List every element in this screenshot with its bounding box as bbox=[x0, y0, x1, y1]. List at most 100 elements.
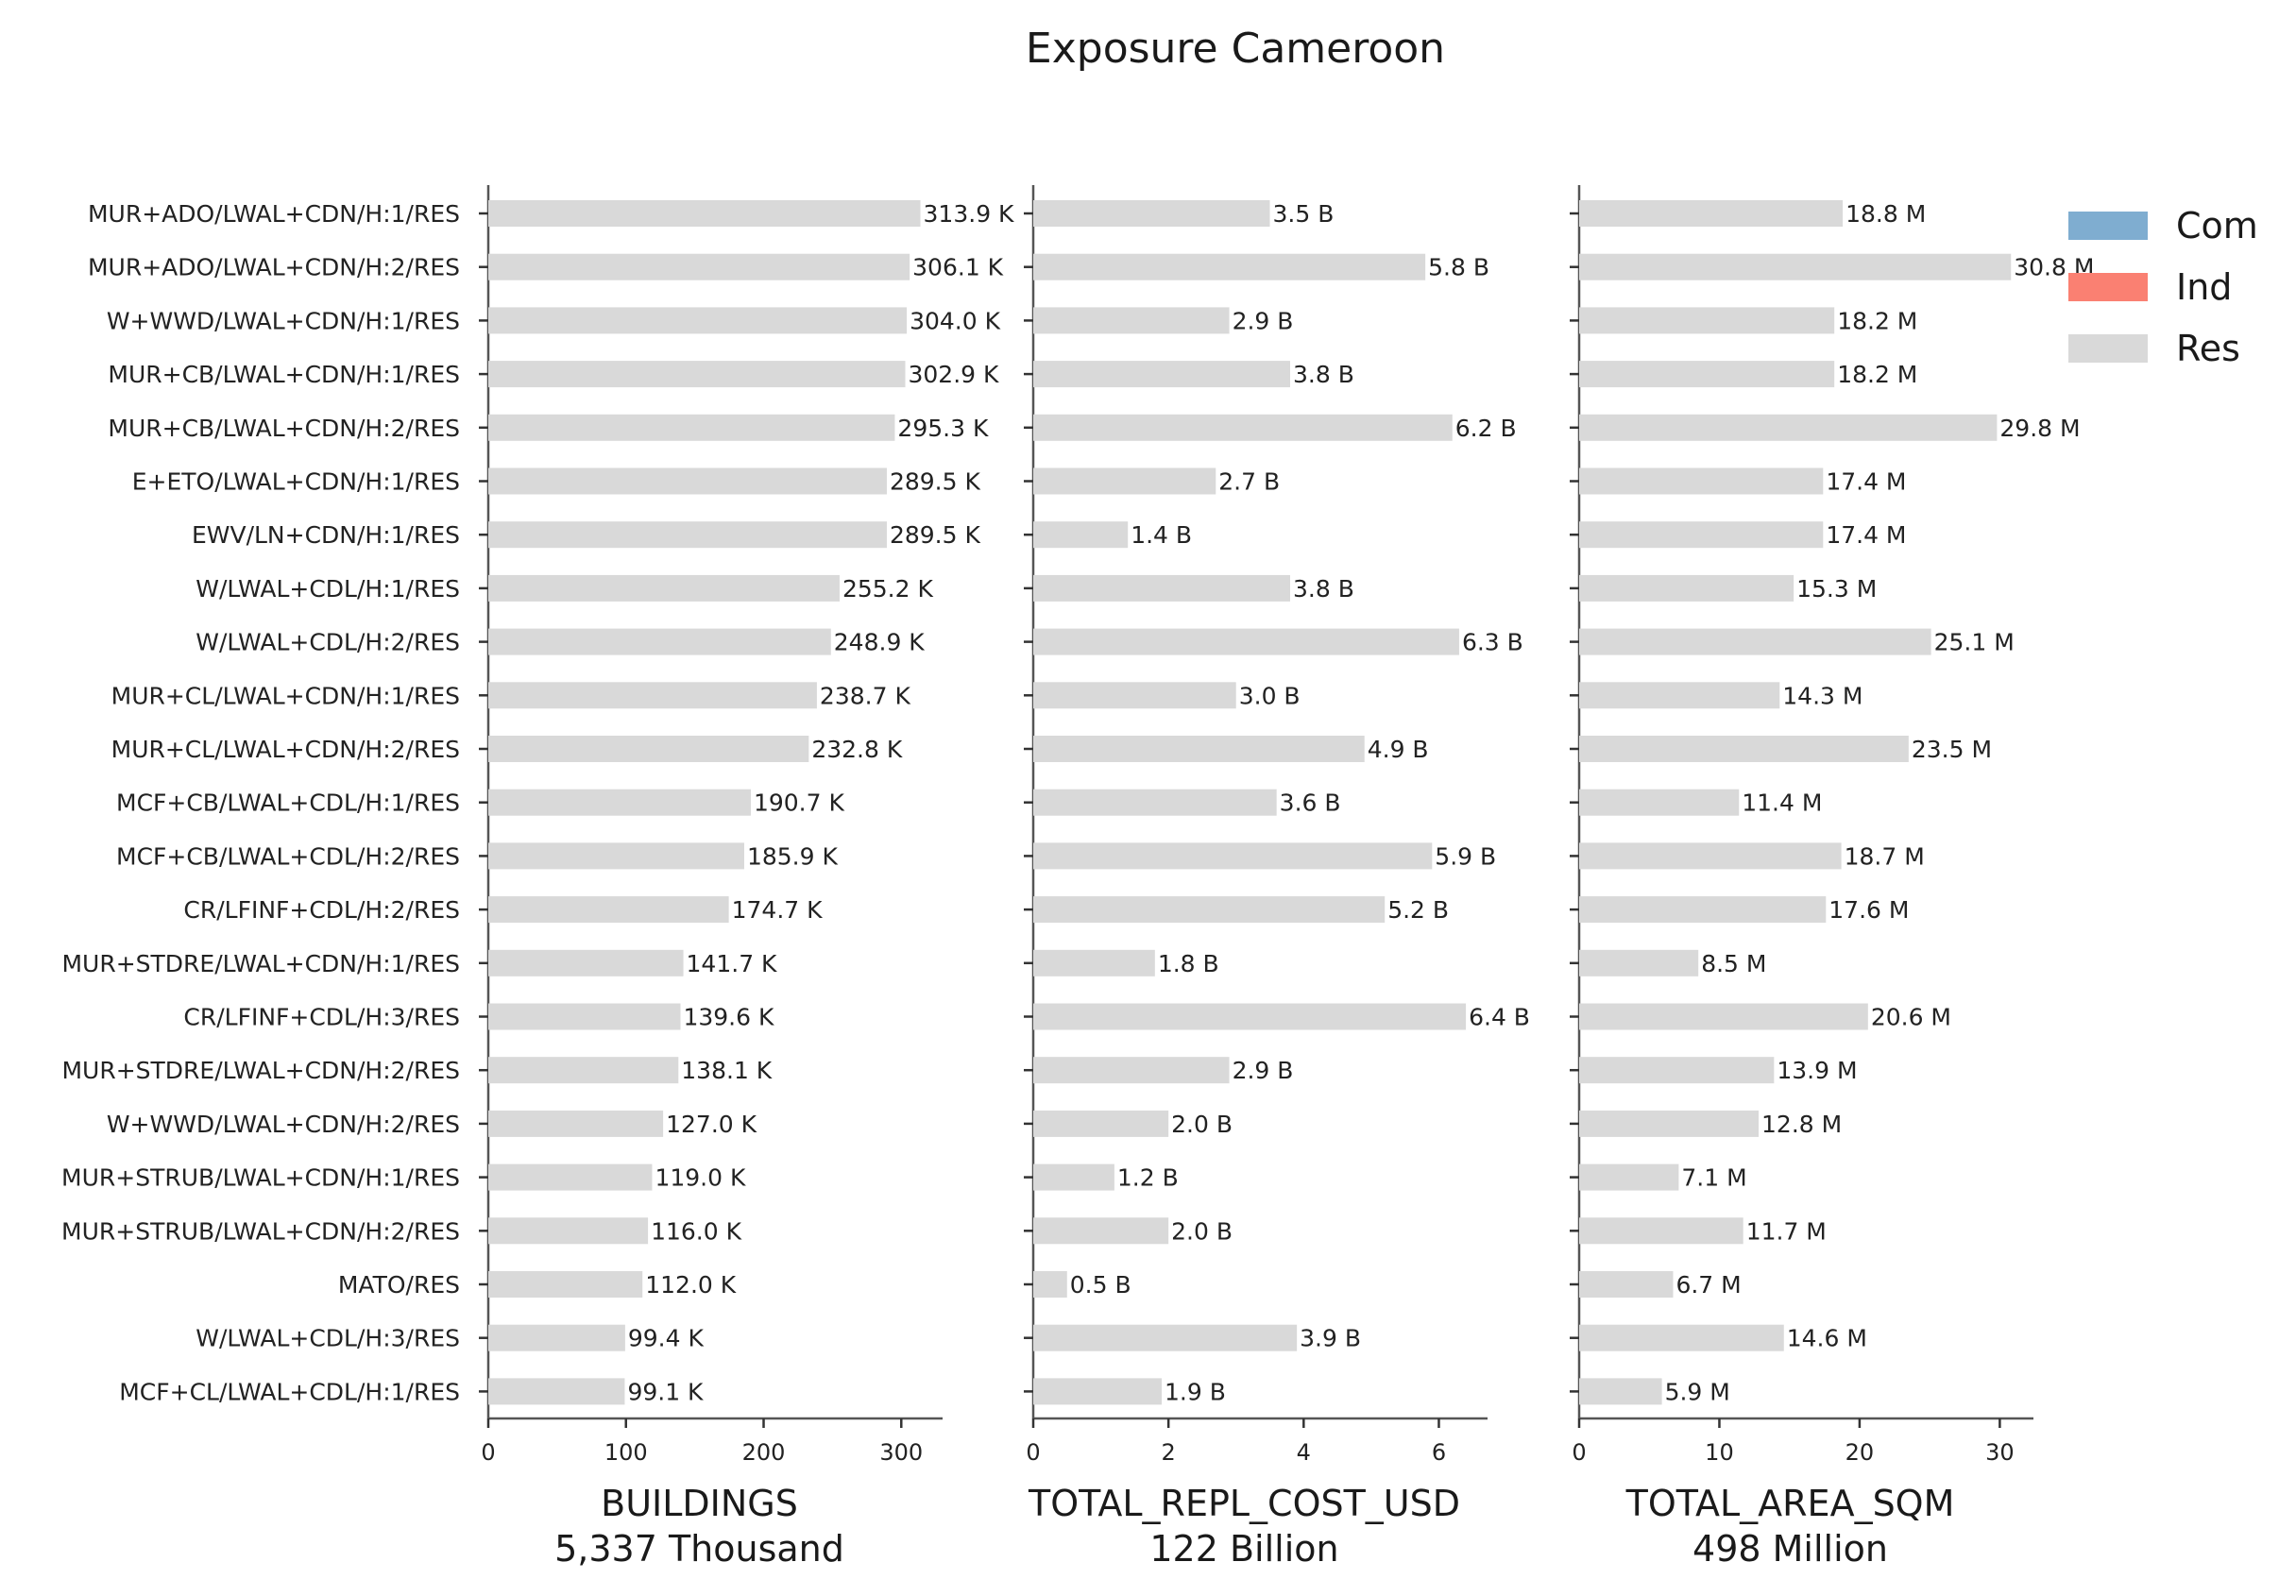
value-label: 116.0 K bbox=[651, 1217, 742, 1245]
value-label: 25.1 M bbox=[1934, 629, 2015, 656]
x-axis-label: TOTAL_AREA_SQM bbox=[1625, 1483, 1955, 1524]
bar-total-repl-cost-usd-mur-cl-lwal-cdn-h-2-res bbox=[1033, 736, 1365, 762]
chart-panels: 313.9 K 306.1 K 304.0 K 302.9 K 295.3 K 289.5… bbox=[479, 185, 2094, 1570]
category-label-mato-res: MATO/RES bbox=[338, 1271, 460, 1299]
value-label: 1.4 B bbox=[1131, 521, 1192, 549]
bar-total-area-sqm-mur-cl-lwal-cdn-h-1-res bbox=[1579, 682, 1780, 709]
bar-total-area-sqm-w-wwd-lwal-cdn-h-2-res bbox=[1579, 1110, 1760, 1137]
bar-total-repl-cost-usd-mur-ado-lwal-cdn-h-2-res bbox=[1033, 253, 1426, 280]
value-label: 5.9 B bbox=[1435, 842, 1496, 870]
value-label: 289.5 K bbox=[890, 521, 981, 549]
bar-buildings-cr-lfinf-cdl-h-2-res bbox=[488, 896, 729, 924]
value-label: 12.8 M bbox=[1761, 1111, 1842, 1138]
bar-total-area-sqm-mur-ado-lwal-cdn-h-1-res bbox=[1579, 200, 1844, 227]
category-label-e-eto-lwal-cdn-h-1-res: E+ETO/LWAL+CDN/H:1/RES bbox=[132, 468, 460, 496]
category-label-cr-lfinf-cdl-h-2-res: CR/LFINF+CDL/H:2/RES bbox=[183, 896, 460, 924]
value-label: 5.8 B bbox=[1428, 254, 1489, 281]
value-label: 99.4 K bbox=[628, 1325, 705, 1352]
x-tick-label: 6 bbox=[1432, 1439, 1446, 1466]
value-label: 11.4 M bbox=[1742, 790, 1822, 817]
bar-total-repl-cost-usd-mcf-cb-lwal-cdl-h-2-res bbox=[1033, 842, 1433, 870]
category-label-w-lwal-cdl-h-2-res: W/LWAL+CDL/H:2/RES bbox=[196, 629, 460, 656]
value-label: 3.8 B bbox=[1293, 361, 1354, 388]
legend-swatch-res bbox=[2068, 334, 2148, 363]
bar-total-area-sqm-w-lwal-cdl-h-1-res bbox=[1579, 574, 1794, 602]
bar-buildings-w-lwal-cdl-h-1-res bbox=[488, 574, 840, 602]
value-label: 6.2 B bbox=[1455, 415, 1517, 442]
value-label: 2.7 B bbox=[1218, 468, 1280, 496]
x-tick-label: 0 bbox=[481, 1439, 495, 1466]
bar-buildings-mato-res bbox=[488, 1271, 643, 1298]
bar-buildings-w-lwal-cdl-h-2-res bbox=[488, 628, 831, 655]
bar-total-repl-cost-usd-mcf-cb-lwal-cdl-h-1-res bbox=[1033, 789, 1277, 816]
x-tick-label: 300 bbox=[879, 1439, 923, 1466]
value-label: 289.5 K bbox=[890, 468, 981, 496]
value-label: 13.9 M bbox=[1777, 1057, 1857, 1084]
category-label-mur-cb-lwal-cdn-h-2-res: MUR+CB/LWAL+CDN/H:2/RES bbox=[108, 415, 460, 442]
value-label: 3.9 B bbox=[1300, 1325, 1361, 1352]
value-label: 29.8 M bbox=[1999, 415, 2080, 442]
value-label: 119.0 K bbox=[655, 1164, 746, 1192]
category-label-mur-ado-lwal-cdn-h-1-res: MUR+ADO/LWAL+CDN/H:1/RES bbox=[88, 200, 460, 228]
panel-total-repl-cost-usd: 3.5 B 5.8 B 2.9 B 3.8 B 6.2 B 2.7 B 1.4 B 3.8 B… bbox=[1024, 185, 1530, 1570]
bar-total-repl-cost-usd-e-eto-lwal-cdn-h-1-res bbox=[1033, 467, 1216, 495]
bar-total-area-sqm-mcf-cb-lwal-cdl-h-1-res bbox=[1579, 789, 1740, 816]
bar-total-area-sqm-w-lwal-cdl-h-2-res bbox=[1579, 628, 1931, 655]
value-label: 141.7 K bbox=[687, 950, 778, 977]
category-labels: MUR+ADO/LWAL+CDN/H:1/RES MUR+ADO/LWAL+CDN… bbox=[61, 200, 460, 1405]
bar-total-repl-cost-usd-cr-lfinf-cdl-h-2-res bbox=[1033, 896, 1386, 924]
bar-total-area-sqm-mur-stdre-lwal-cdn-h-2-res bbox=[1579, 1057, 1775, 1084]
panel-total: 498 Million bbox=[1692, 1528, 1888, 1570]
value-label: 7.1 M bbox=[1681, 1164, 1746, 1192]
category-label-ewv-ln-cdn-h-1-res: EWV/LN+CDN/H:1/RES bbox=[192, 521, 460, 549]
bar-total-area-sqm-w-lwal-cdl-h-3-res bbox=[1579, 1324, 1784, 1351]
value-label: 2.0 B bbox=[1171, 1111, 1233, 1138]
x-tick-label: 200 bbox=[742, 1439, 786, 1466]
value-label: 0.5 B bbox=[1070, 1271, 1131, 1299]
bar-total-repl-cost-usd-mur-cb-lwal-cdn-h-2-res bbox=[1033, 414, 1453, 441]
x-tick-label: 30 bbox=[1985, 1439, 2015, 1466]
legend: Com Ind Res bbox=[2068, 205, 2258, 369]
bar-buildings-mur-cl-lwal-cdn-h-1-res bbox=[488, 682, 817, 709]
x-tick-label: 0 bbox=[1026, 1439, 1040, 1466]
value-label: 18.2 M bbox=[1837, 307, 1917, 334]
value-label: 255.2 K bbox=[842, 575, 934, 603]
value-label: 190.7 K bbox=[754, 790, 845, 817]
chart-title: Exposure Cameroon bbox=[1026, 25, 1445, 73]
value-label: 238.7 K bbox=[820, 682, 911, 709]
value-label: 3.8 B bbox=[1293, 575, 1354, 603]
bar-total-repl-cost-usd-w-lwal-cdl-h-2-res bbox=[1033, 628, 1459, 655]
bar-total-area-sqm-cr-lfinf-cdl-h-3-res bbox=[1579, 1003, 1868, 1030]
bar-total-repl-cost-usd-ewv-ln-cdn-h-1-res bbox=[1033, 521, 1129, 549]
bar-total-area-sqm-mcf-cl-lwal-cdl-h-1-res bbox=[1579, 1378, 1662, 1405]
bar-buildings-mur-ado-lwal-cdn-h-2-res bbox=[488, 253, 910, 280]
panel-total: 5,337 Thousand bbox=[554, 1528, 844, 1570]
bar-buildings-e-eto-lwal-cdn-h-1-res bbox=[488, 467, 887, 495]
value-label: 18.8 M bbox=[1845, 200, 1926, 228]
value-label: 17.6 M bbox=[1828, 896, 1909, 924]
category-label-mur-strub-lwal-cdn-h-2-res: MUR+STRUB/LWAL+CDN/H:2/RES bbox=[61, 1217, 460, 1245]
bar-buildings-ewv-ln-cdn-h-1-res bbox=[488, 521, 887, 549]
category-label-w-lwal-cdl-h-1-res: W/LWAL+CDL/H:1/RES bbox=[196, 575, 460, 603]
value-label: 4.9 B bbox=[1368, 736, 1429, 763]
bar-total-repl-cost-usd-w-wwd-lwal-cdn-h-1-res bbox=[1033, 307, 1230, 334]
category-label-cr-lfinf-cdl-h-3-res: CR/LFINF+CDL/H:3/RES bbox=[183, 1004, 460, 1031]
value-label: 174.7 K bbox=[732, 896, 824, 924]
category-label-w-lwal-cdl-h-3-res: W/LWAL+CDL/H:3/RES bbox=[196, 1325, 460, 1352]
value-label: 17.4 M bbox=[1826, 521, 1906, 549]
value-label: 18.2 M bbox=[1837, 361, 1917, 388]
value-label: 302.9 K bbox=[908, 361, 999, 388]
value-label: 185.9 K bbox=[747, 842, 839, 870]
category-label-mur-strub-lwal-cdn-h-1-res: MUR+STRUB/LWAL+CDN/H:1/RES bbox=[61, 1164, 460, 1192]
value-label: 8.5 M bbox=[1701, 950, 1766, 977]
bar-total-repl-cost-usd-mur-cl-lwal-cdn-h-1-res bbox=[1033, 682, 1236, 709]
bar-total-repl-cost-usd-w-wwd-lwal-cdn-h-2-res bbox=[1033, 1110, 1169, 1137]
x-tick-label: 0 bbox=[1572, 1439, 1586, 1466]
legend-label-res: Res bbox=[2176, 328, 2240, 369]
category-label-mur-cl-lwal-cdn-h-1-res: MUR+CL/LWAL+CDN/H:1/RES bbox=[111, 682, 460, 709]
bar-buildings-w-wwd-lwal-cdn-h-2-res bbox=[488, 1110, 664, 1137]
panel-buildings: 313.9 K 306.1 K 304.0 K 302.9 K 295.3 K 289.5… bbox=[479, 185, 1014, 1570]
bar-buildings-w-wwd-lwal-cdn-h-1-res bbox=[488, 307, 908, 334]
bar-total-area-sqm-cr-lfinf-cdl-h-2-res bbox=[1579, 896, 1827, 924]
bar-total-area-sqm-mur-stdre-lwal-cdn-h-1-res bbox=[1579, 949, 1699, 976]
